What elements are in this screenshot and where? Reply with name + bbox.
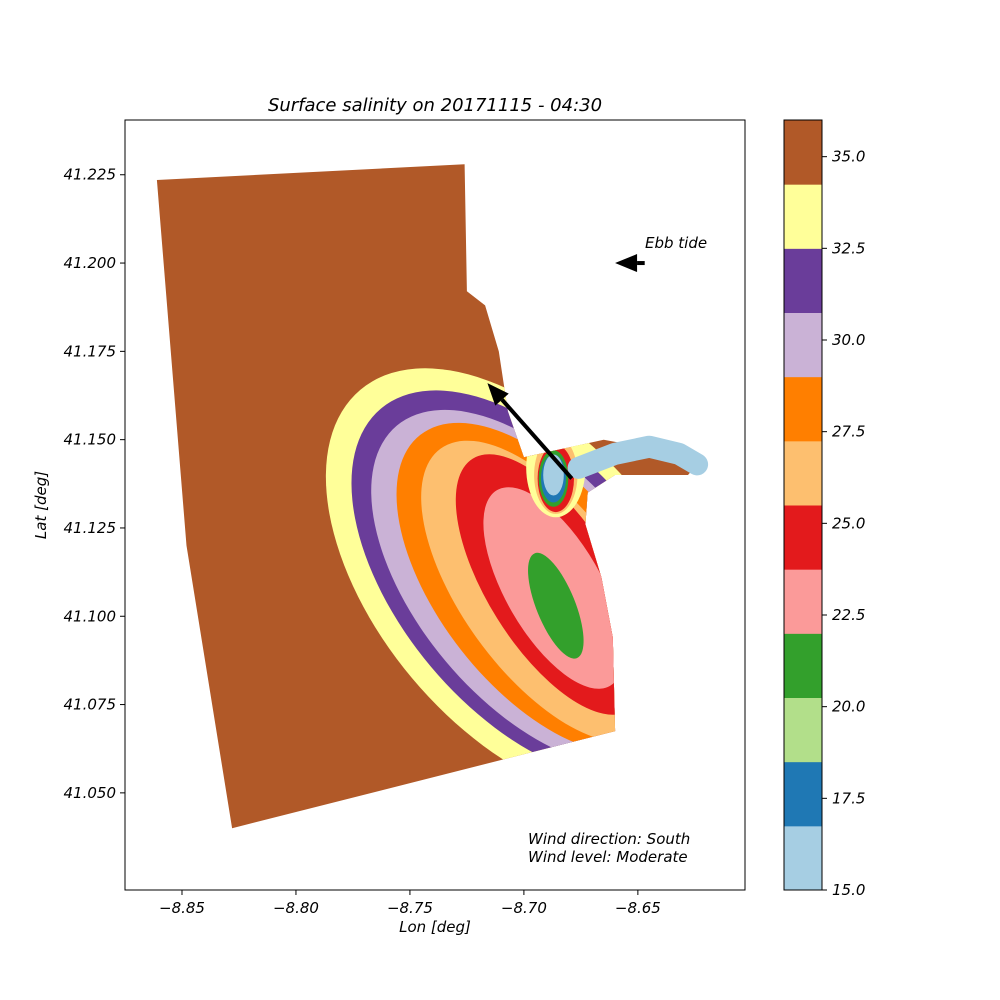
y-tick-label: 41.150 <box>64 431 117 449</box>
y-tick-label: 41.100 <box>64 607 117 625</box>
x-tick-label: −8.75 <box>387 899 433 917</box>
colorbar-segment <box>784 505 822 570</box>
chart-title: Surface salinity on 20171115 - 04:30 <box>268 95 602 116</box>
colorbar-tick-label: 27.5 <box>832 423 865 441</box>
colorbar-segment <box>784 569 822 634</box>
map-plot-area <box>156 164 709 829</box>
colorbar-segment <box>784 376 822 442</box>
y-tick-label: 41.200 <box>64 254 117 272</box>
river-channel <box>567 435 709 479</box>
y-tick-label: 41.175 <box>64 342 117 360</box>
colorbar-segment <box>784 440 822 506</box>
y-tick-label: 41.050 <box>64 784 117 802</box>
colorbar-tick-label: 20.0 <box>832 698 865 716</box>
wind-level-label: Wind level: Moderate <box>528 848 688 866</box>
y-tick-label: 41.225 <box>64 166 117 184</box>
ebb-tide-arrow <box>615 254 645 273</box>
colorbar-tick-label: 32.5 <box>832 239 865 257</box>
colorbar-tick-label: 35.0 <box>832 148 865 166</box>
x-tick-label: −8.70 <box>501 899 547 917</box>
flow-arrow <box>487 383 574 480</box>
annotation-arrows <box>487 254 645 480</box>
ebb-tide-label: Ebb tide <box>645 234 707 252</box>
x-tick-label: −8.85 <box>159 899 205 917</box>
colorbar-segment <box>784 120 822 185</box>
colorbar-frame <box>783 119 823 891</box>
colorbar: 15.0 17.5 20.0 22.5 25.0 27.5 30.0 32.5 35.0 <box>783 119 865 899</box>
x-axis-ticks: −8.85 −8.80 −8.75 −8.70 −8.65 <box>159 890 661 917</box>
colorbar-segment <box>784 761 822 827</box>
x-tick-label: −8.80 <box>273 899 319 917</box>
colorbar-tick-label: 17.5 <box>832 789 865 807</box>
y-tick-label: 41.075 <box>64 696 117 714</box>
colorbar-segment <box>784 633 822 698</box>
colorbar-segment <box>784 312 822 378</box>
salinity-zone-7 <box>528 552 584 659</box>
x-tick-label: −8.65 <box>615 899 661 917</box>
wind-direction-label: Wind direction: South <box>528 830 690 848</box>
colorbar-segment <box>784 248 822 313</box>
colorbar-segment <box>784 184 822 249</box>
colorbar-tick-label: 25.0 <box>832 514 865 532</box>
axes-frame <box>124 119 746 891</box>
x-axis-label: Lon [deg] <box>399 918 471 936</box>
y-axis-ticks: 41.050 41.075 41.100 41.125 41.150 41.175 41.2… <box>64 166 125 802</box>
y-axis-label: Lat [deg] <box>32 471 50 539</box>
colorbar-tick-label: 22.5 <box>832 606 865 624</box>
colorbar-tick-label: 30.0 <box>832 331 865 349</box>
y-tick-label: 41.125 <box>64 519 117 537</box>
colorbar-segment <box>784 697 822 763</box>
colorbar-segment <box>784 825 822 891</box>
colorbar-tick-label: 15.0 <box>832 881 865 899</box>
